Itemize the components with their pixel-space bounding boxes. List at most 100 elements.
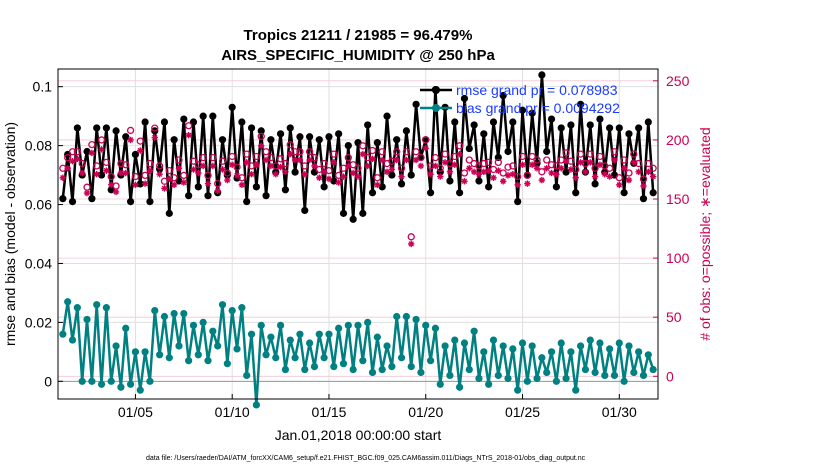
obs-evaluated-stroke	[98, 146, 105, 153]
rmse-point	[543, 147, 551, 156]
rmse-point	[339, 209, 348, 217]
rmse-point	[301, 206, 309, 215]
bias-point	[78, 377, 86, 385]
rmse-point	[644, 118, 652, 126]
right-axis-label: # of obs: o=possible; ∗=evaluated	[697, 127, 713, 340]
rmse-point	[514, 197, 522, 206]
obs-evaluated-marker	[69, 157, 76, 165]
obs-evaluated-stroke	[500, 178, 506, 185]
legend-rmse-marker	[432, 86, 440, 94]
rmse-point	[286, 124, 294, 132]
obs-evaluated-stroke	[403, 157, 410, 163]
obs-evaluated-stroke	[510, 171, 516, 177]
rmse-point	[620, 189, 628, 197]
bias-point	[112, 342, 120, 350]
bias-point	[233, 345, 241, 353]
obs-possible-marker	[233, 163, 241, 171]
legend-rmse-label: rmse grand pr = 0.078983	[456, 82, 618, 98]
y-tick-label: 0.06	[25, 197, 52, 213]
obs-possible-marker	[214, 179, 222, 188]
rmse-point	[160, 118, 169, 126]
bias-point	[586, 336, 594, 344]
plot-area	[58, 69, 658, 399]
obs-evaluated-stroke	[495, 167, 502, 174]
obs-evaluated-stroke	[384, 169, 390, 175]
obs-evaluated-stroke	[69, 158, 76, 164]
right-tick-label: 100	[666, 250, 690, 266]
obs-evaluated-marker	[335, 179, 342, 186]
obs-evaluated-marker	[475, 170, 483, 178]
obs-evaluated-marker	[219, 166, 226, 173]
bias-point	[581, 365, 590, 374]
bias-point	[126, 380, 135, 388]
obs-evaluated-stroke	[611, 157, 618, 163]
rmse-point	[639, 195, 648, 203]
rmse-point	[518, 106, 527, 114]
rmse-point	[180, 115, 188, 123]
rmse-point	[291, 168, 299, 176]
bias-point	[412, 315, 420, 324]
bias-point	[378, 365, 386, 374]
obs-possible-marker	[238, 174, 246, 182]
bias-point	[214, 342, 222, 350]
obs-evaluated-marker	[98, 146, 105, 153]
obs-evaluated-stroke	[466, 165, 473, 172]
obs-evaluated-stroke	[132, 182, 139, 188]
obs-evaluated-marker	[349, 169, 357, 177]
rmse-point	[122, 133, 130, 141]
bias-point	[267, 333, 275, 341]
obs-possible-marker	[97, 136, 106, 144]
obs-evaluated-stroke	[316, 175, 323, 181]
obs-possible-marker	[465, 156, 473, 164]
rmse-point	[73, 124, 81, 132]
rmse-point	[485, 183, 493, 191]
rmse-point	[218, 136, 227, 144]
obs-evaluated-stroke	[558, 165, 564, 172]
obs-evaluated-marker	[466, 165, 473, 172]
bias-point	[165, 354, 173, 362]
rmse-point	[59, 195, 67, 203]
obs-evaluated-stroke	[205, 180, 211, 187]
bias-point	[296, 330, 304, 338]
obs-evaluated-stroke	[539, 177, 545, 183]
right-tick-label: 0	[666, 368, 674, 384]
bias-point	[485, 380, 493, 388]
obs-possible-marker	[441, 150, 449, 158]
bias-point	[223, 360, 231, 368]
bias-point	[615, 339, 623, 347]
obs-evaluated-stroke	[645, 169, 652, 175]
obs-evaluated-marker	[625, 176, 633, 184]
bias-point	[528, 342, 536, 350]
bias-point	[310, 362, 319, 371]
obs-evaluated-stroke	[355, 173, 361, 180]
obs-evaluated-marker	[553, 170, 560, 178]
rmse-point	[499, 91, 507, 100]
obs-evaluated-marker	[383, 168, 391, 176]
bias-point	[243, 371, 251, 380]
bias-point	[470, 327, 478, 335]
obs-evaluated-stroke	[481, 169, 487, 175]
obs-evaluated-stroke	[302, 171, 308, 177]
rmse-point	[146, 197, 154, 206]
obs-evaluated-marker	[156, 170, 163, 178]
obs-possible-marker	[455, 142, 464, 150]
obs-possible-marker	[543, 156, 551, 164]
obs-possible-marker	[484, 158, 493, 167]
obs-possible-marker	[199, 153, 207, 162]
rmse-point	[296, 133, 304, 141]
obs-possible-marker	[68, 148, 77, 156]
obs-evaluated-stroke	[331, 159, 337, 166]
obs-possible-marker	[538, 168, 546, 176]
rmse-point	[126, 197, 135, 206]
bias-point	[170, 309, 178, 318]
rmse-point	[397, 180, 406, 188]
obs-evaluated-marker	[199, 162, 207, 170]
obs-evaluated-marker	[606, 173, 613, 180]
obs-evaluated-stroke	[393, 157, 400, 163]
obs-evaluated-marker	[601, 170, 608, 178]
rmse-point	[131, 150, 140, 159]
rmse-point	[267, 136, 275, 144]
bias-point	[257, 321, 265, 329]
bias-point	[639, 371, 648, 380]
obs-evaluated-marker	[330, 159, 338, 166]
